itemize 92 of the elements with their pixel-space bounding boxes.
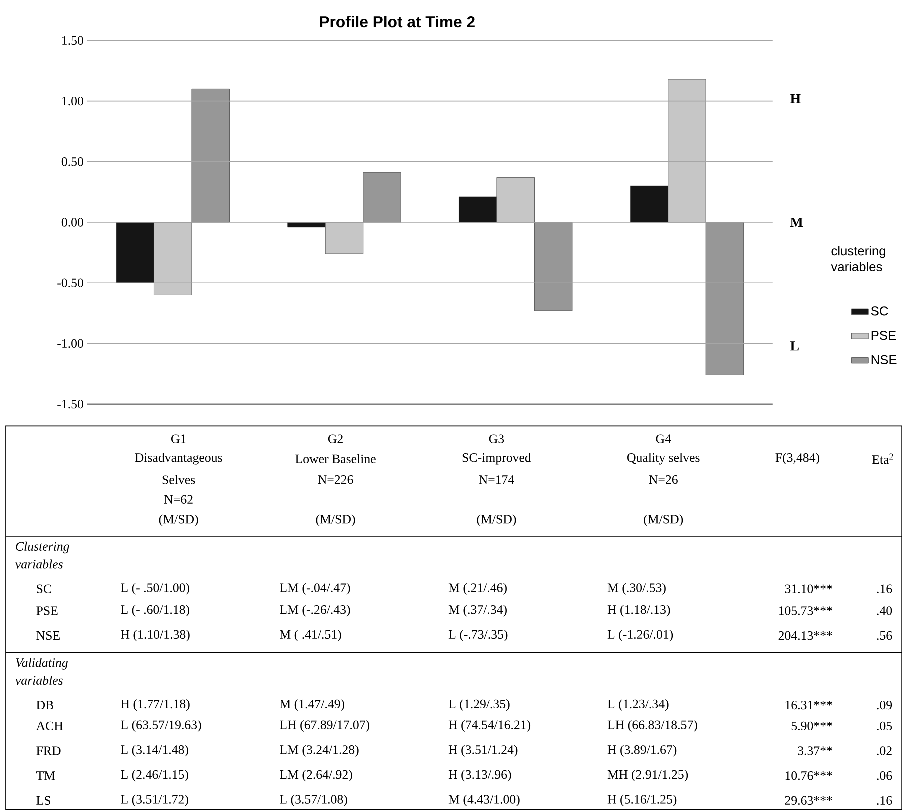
text: H (1.77/1.18)	[121, 700, 190, 712]
y-tick-label: 0.00	[62, 218, 84, 228]
text: .16	[877, 796, 892, 806]
text: L (3.14/1.48)	[121, 745, 188, 758]
text: FRD	[36, 746, 61, 756]
text: 3.37**	[798, 746, 832, 756]
text: 5.90***	[792, 722, 832, 731]
text: L (- .50/1.00)	[121, 583, 190, 596]
text: M (.37/.34)	[448, 605, 507, 617]
text: Selves	[162, 475, 196, 485]
text: L (-.73/.35)	[448, 630, 508, 642]
text: 16.31***	[786, 701, 832, 710]
legend-title: clustering variables	[831, 246, 886, 272]
text: H (74.54/16.21)	[448, 720, 531, 732]
text: N=174	[479, 476, 514, 484]
text: DB	[36, 701, 54, 710]
y-tick-label: 1.50	[62, 36, 84, 46]
text: (M/SD)	[477, 514, 516, 527]
y-tick-label: -1.00	[58, 340, 84, 348]
text: G2	[328, 434, 343, 444]
text: LM (2.64/.92)	[280, 770, 352, 782]
text: H (5.16/1.25)	[608, 795, 677, 807]
text: (M/SD)	[159, 514, 198, 527]
text: N=26	[649, 476, 678, 484]
text: 204.13***	[778, 632, 832, 640]
text: 105.73***	[779, 606, 832, 616]
text: .09	[877, 701, 892, 710]
text: L (1.29/.35)	[448, 700, 510, 712]
text: M (.30/.53)	[608, 583, 666, 596]
text: PSE	[36, 606, 58, 616]
y-tick-label: 1.00	[62, 97, 84, 106]
text: SC	[37, 584, 52, 594]
text: M ( .41/.51)	[280, 630, 342, 642]
text: N=62	[164, 496, 193, 504]
text: Clustering variables	[16, 542, 70, 569]
text: .16	[877, 584, 892, 594]
y-tick-label: 0.50	[62, 158, 84, 166]
text: TM	[36, 772, 56, 780]
legend-label: PSE	[872, 331, 896, 340]
legend-label: SC	[871, 306, 888, 316]
text: Lower Baseline	[296, 454, 376, 464]
text: 31.10***	[785, 584, 832, 594]
text: L	[790, 342, 799, 351]
legend-label: NSE	[872, 356, 897, 365]
text: L (2.46/1.15)	[121, 770, 188, 782]
text: LS	[36, 796, 51, 806]
text: LH (67.89/17.07)	[280, 720, 370, 732]
text: L (63.57/19.63)	[121, 720, 202, 732]
text: SC-improved	[462, 453, 532, 465]
text: (M/SD)	[316, 514, 356, 527]
text: L (1.23/.34)	[608, 700, 669, 712]
text: Quality selves	[628, 453, 700, 465]
text: .40	[877, 606, 892, 616]
text: G3	[489, 434, 504, 444]
text: L (-1.26/.01)	[608, 630, 674, 642]
text: H (3.89/1.67)	[608, 745, 677, 758]
text: M (.21/.46)	[448, 583, 507, 596]
text: H (3.13/.96)	[448, 770, 512, 782]
text: L (3.57/1.08)	[280, 795, 348, 807]
text: .05	[877, 722, 892, 731]
text: .06	[877, 772, 892, 780]
text: H (1.10/1.38)	[121, 630, 190, 642]
y-tick-label: -1.50	[58, 400, 84, 409]
text: H	[790, 94, 801, 104]
text: L (3.51/1.72)	[121, 795, 188, 807]
text: M (4.43/1.00)	[448, 795, 520, 807]
text: (M/SD)	[644, 514, 684, 527]
chart-title: Profile Plot at Time 2	[320, 16, 475, 28]
text: .56	[877, 632, 892, 640]
text: LM (-.04/.47)	[280, 583, 350, 596]
text: N=226	[318, 476, 354, 484]
text: H (1.18/.13)	[608, 605, 670, 617]
y-tick-label: -0.50	[58, 278, 84, 288]
text: G1	[171, 434, 186, 444]
text: NSE	[36, 632, 60, 640]
text: G4	[656, 434, 672, 444]
text: ACH	[36, 722, 64, 731]
text: Eta$^{2}$	[872, 454, 894, 464]
text: MH (2.91/1.25)	[608, 770, 688, 782]
text: LM (-.26/.43)	[280, 605, 350, 617]
text: 29.63***	[785, 796, 832, 806]
text: M (1.47/.49)	[280, 700, 345, 712]
text: .02	[877, 746, 892, 756]
text: M	[790, 218, 803, 228]
text: Validating variables	[16, 658, 68, 686]
text: F(3,484)	[776, 453, 820, 465]
text: Disadvantageous	[135, 453, 222, 465]
text: L (- .60/1.18)	[121, 605, 190, 617]
text: H (3.51/1.24)	[448, 745, 518, 758]
text: 10.76***	[786, 772, 832, 780]
text: LH (66.83/18.57)	[608, 720, 698, 732]
text: LM (3.24/1.28)	[280, 745, 359, 758]
